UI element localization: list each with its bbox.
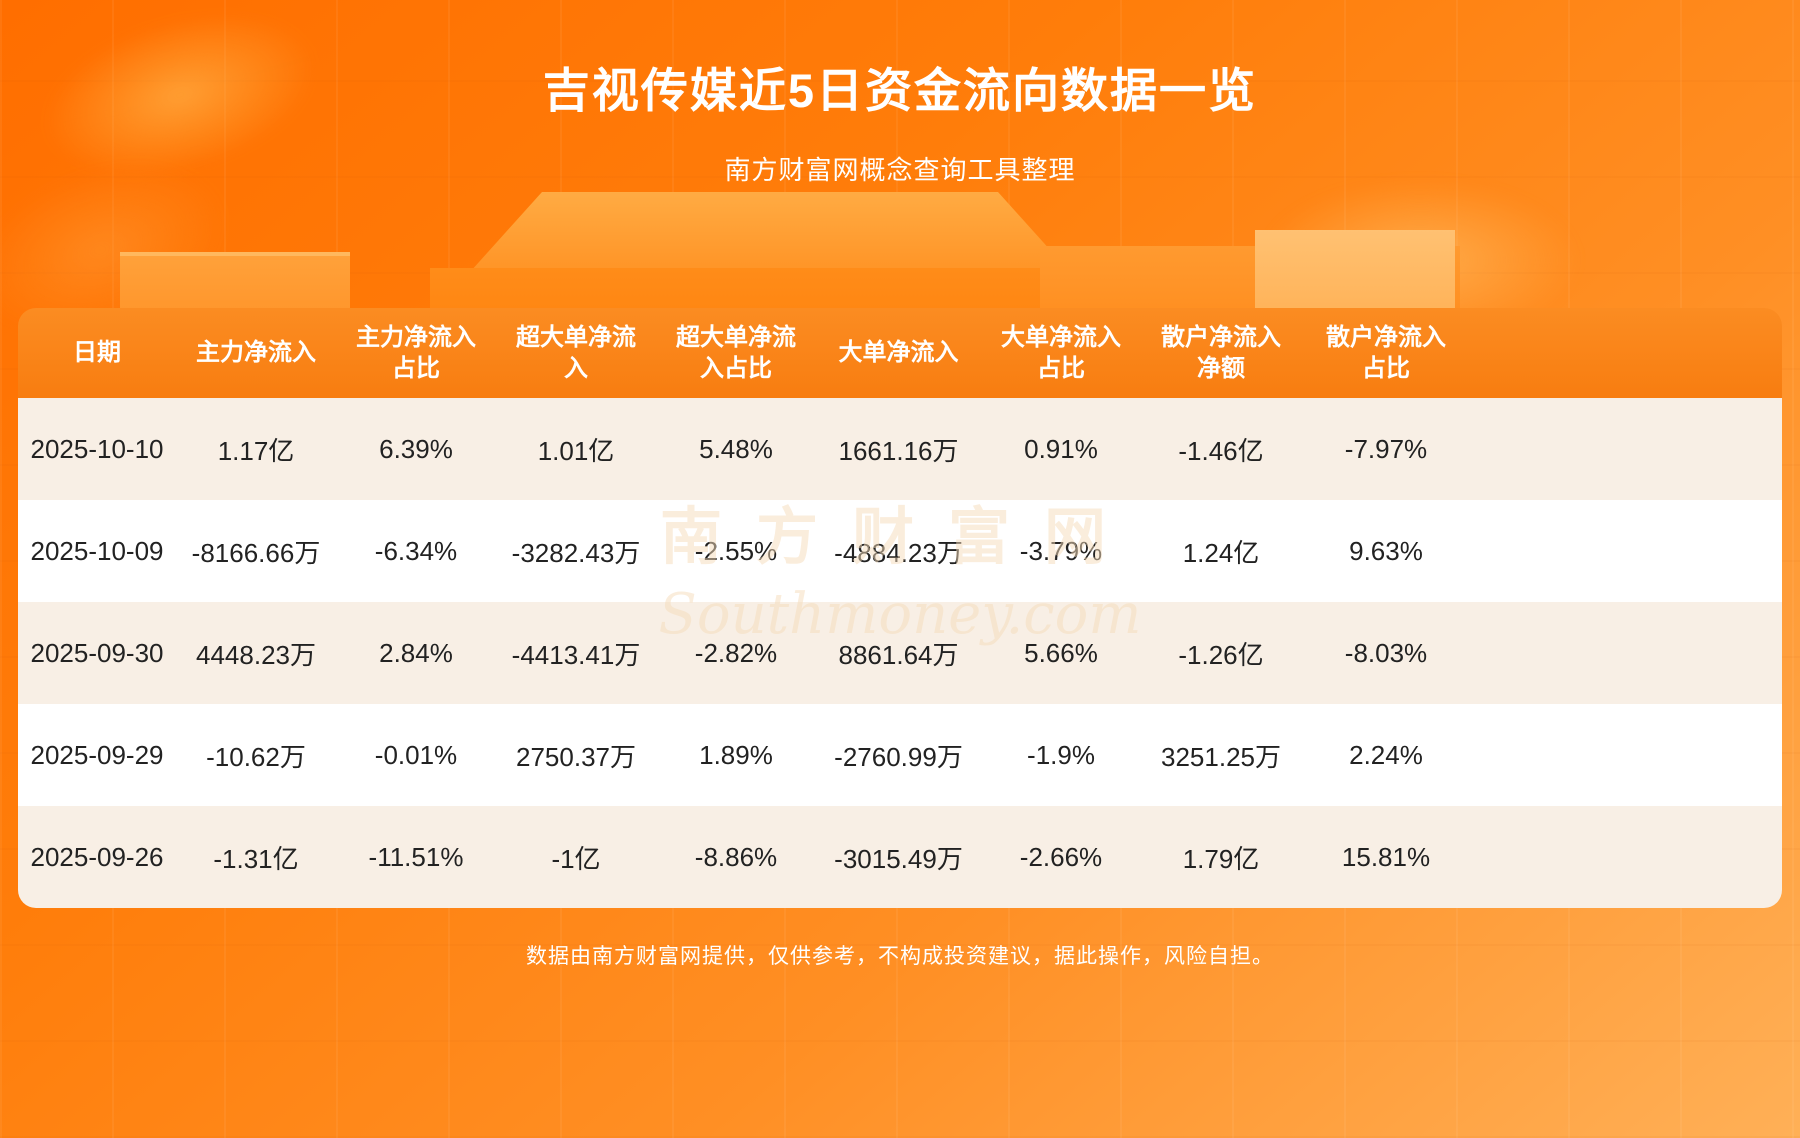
table-header-row: 日期 主力净流入 主力净流入占比 超大单净流入 超大单净流入占比 大单净流入 大… [18, 308, 1782, 398]
col-header-date: 日期 [73, 339, 121, 367]
date-cell: 2025-10-09 [30, 535, 164, 566]
table-cell: -4884.23万 [834, 537, 963, 568]
data-table: 日期 主力净流入 主力净流入占比 超大单净流入 超大单净流入占比 大单净流入 大… [18, 308, 1782, 908]
table-cell: -1.9% [1027, 739, 1095, 770]
col-header-main-net-inflow: 主力净流入 [196, 339, 316, 367]
table-cell: -1.26亿 [1178, 639, 1264, 670]
table-row: 2025-10-09 -8166.66万 -6.34% -3282.43万 -2… [18, 500, 1782, 602]
table-cell: 6.39% [379, 433, 453, 464]
table-cell: 3251.25万 [1161, 741, 1281, 772]
table-cell: -1亿 [551, 843, 601, 874]
table-cell: -1.46亿 [1178, 435, 1264, 466]
table-cell: 0.91% [1024, 433, 1098, 464]
table-row: 2025-09-26 -1.31亿 -11.51% -1亿 -8.86% -30… [18, 806, 1782, 908]
col-header-retail-net-inflow: 散户净流入净额 [1161, 323, 1281, 382]
table-cell: 9.63% [1349, 535, 1423, 566]
table-cell: -7.97% [1344, 433, 1428, 464]
table-row: 2025-09-29 -10.62万 -0.01% 2750.37万 1.89%… [18, 704, 1782, 806]
date-cell: 2025-09-26 [30, 841, 164, 872]
table-cell: 15.81% [1341, 841, 1431, 872]
table-cell: 8861.64万 [838, 639, 959, 670]
table-cell: -3015.49万 [834, 843, 963, 874]
table-cell: 1.24亿 [1182, 537, 1260, 568]
table-cell: -4413.41万 [511, 639, 641, 670]
table-cell: 2.84% [379, 637, 453, 668]
footer-disclaimer: 数据由南方财富网提供，仅供参考，不构成投资建议，据此操作，风险自担。 [526, 945, 1274, 968]
table-cell: -0.01% [374, 739, 458, 770]
table-cell: -2760.99万 [834, 741, 963, 772]
table-cell: 1.89% [699, 739, 773, 770]
col-header-retail-net-inflow-pct: 散户净流入占比 [1326, 323, 1446, 382]
table-cell: -8.03% [1344, 637, 1428, 668]
table-cell: 4448.23万 [196, 639, 316, 670]
table-cell: 1.17亿 [217, 435, 295, 466]
table-cell: 1661.16万 [838, 435, 959, 466]
col-header-xl-order-net-inflow: 超大单净流入 [516, 323, 636, 382]
table-cell: 1.79亿 [1182, 843, 1260, 874]
table-cell: -3282.43万 [511, 537, 641, 568]
col-header-main-net-inflow-pct: 主力净流入占比 [356, 323, 476, 382]
podium-top-face [470, 192, 1070, 272]
table-cell: 2.24% [1349, 739, 1423, 770]
table-cell: -1.31亿 [213, 843, 299, 874]
table-cell: -3.79% [1019, 535, 1103, 566]
table-cell: -2.82% [694, 637, 778, 668]
table-cell: -6.34% [374, 535, 458, 566]
table-cell: 1.01亿 [537, 435, 615, 466]
table-row: 2025-09-30 4448.23万 2.84% -4413.41万 -2.8… [18, 602, 1782, 704]
page-subtitle: 南方财富网概念查询工具整理 [724, 155, 1076, 185]
table-row: 2025-10-10 1.17亿 6.39% 1.01亿 5.48% 1661.… [18, 398, 1782, 500]
table-cell: -10.62万 [206, 741, 306, 772]
col-header-xl-order-net-inflow-pct: 超大单净流入占比 [676, 323, 796, 382]
date-cell: 2025-10-10 [30, 433, 164, 464]
table-cell: -8166.66万 [191, 537, 321, 568]
table-cell: 5.66% [1024, 637, 1098, 668]
table-cell: 2750.37万 [516, 741, 636, 772]
table-cell: -11.51% [368, 841, 464, 872]
date-cell: 2025-09-29 [30, 739, 164, 770]
date-cell: 2025-09-30 [30, 637, 164, 668]
page-title: 吉视传媒近5日资金流向数据一览 [542, 64, 1258, 117]
table-cell: -2.55% [694, 535, 778, 566]
table-cell: -8.86% [694, 841, 778, 872]
col-header-large-order-net-inflow-pct: 大单净流入占比 [1001, 323, 1121, 382]
table-cell: -2.66% [1019, 841, 1103, 872]
col-header-large-order-net-inflow: 大单净流入 [838, 339, 959, 367]
table-cell: 5.48% [699, 433, 773, 464]
